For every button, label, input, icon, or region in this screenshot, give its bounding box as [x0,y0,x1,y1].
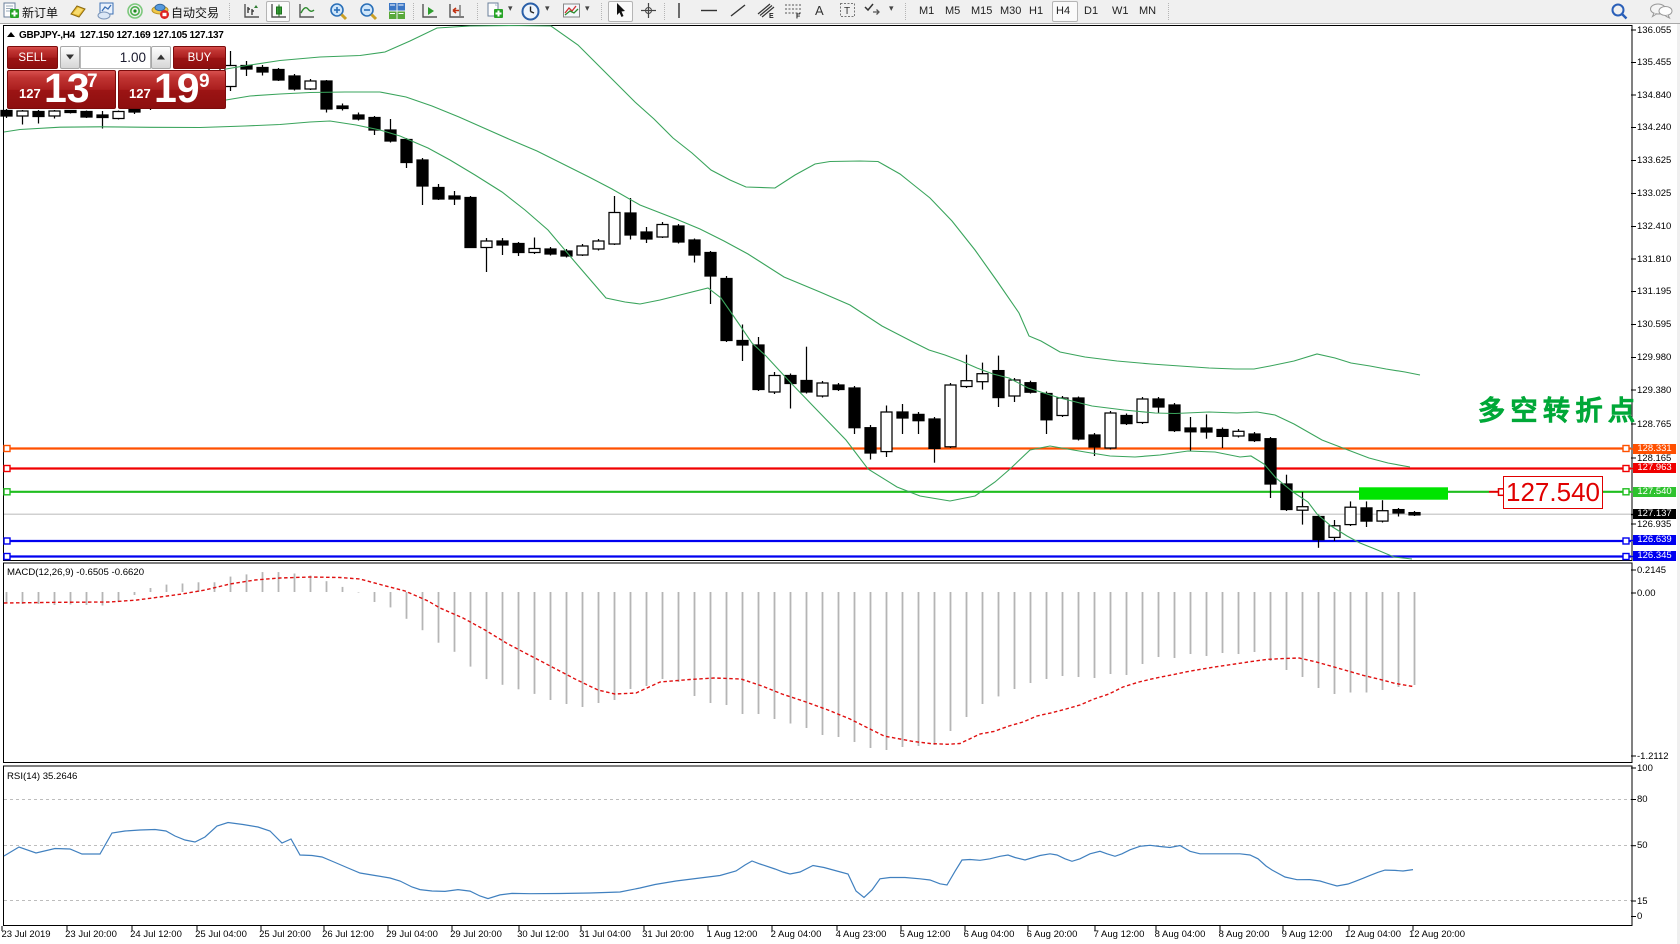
svg-text:E: E [769,13,774,19]
svg-text:T: T [844,6,850,17]
svg-text:F: F [796,14,801,20]
